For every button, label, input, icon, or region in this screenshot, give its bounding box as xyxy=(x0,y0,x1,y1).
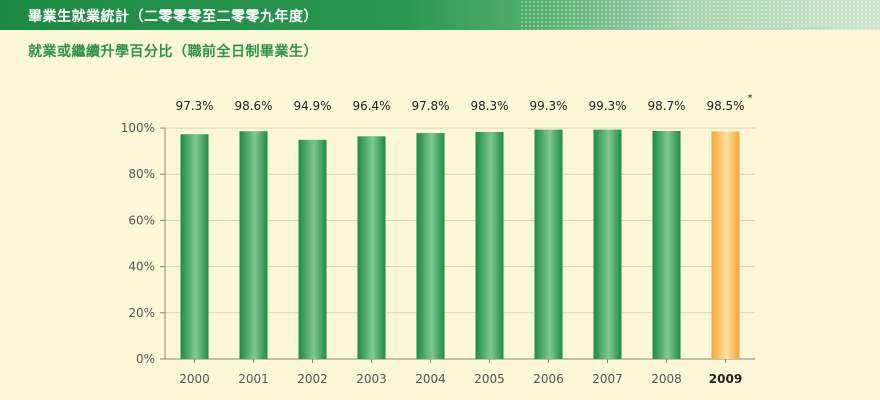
labels: 0% 20% 40% 60% 80% 100% 2000 97.3% 2001 98.6% 2002… xyxy=(121,93,753,386)
bar-2006 xyxy=(534,129,563,359)
x-tick-label: 2003 xyxy=(356,372,387,386)
x-tick-label: 2006 xyxy=(533,372,564,386)
x-tick-label: 2001 xyxy=(238,372,269,386)
data-label: 99.3% xyxy=(529,99,567,113)
bar-2001 xyxy=(239,131,268,359)
data-label: 97.3% xyxy=(175,99,213,113)
bar-2008 xyxy=(652,131,681,359)
y-tick-label: 40% xyxy=(128,260,155,274)
chart-subtitle: 就業或繼續升學百分比（職前全日制畢業生） xyxy=(28,44,318,60)
bar-2009 xyxy=(711,131,740,359)
data-label: 94.9% xyxy=(293,99,331,113)
header-bar: 畢業生就業統計（二零零零至二零零九年度） xyxy=(0,0,880,30)
bars xyxy=(180,129,740,359)
bar-2000 xyxy=(180,134,209,359)
x-tick-label: 2007 xyxy=(592,372,623,386)
y-tick-label: 80% xyxy=(128,167,155,181)
bar-2005 xyxy=(475,131,504,359)
x-tick-label: 2002 xyxy=(297,372,328,386)
y-tick-label: 20% xyxy=(128,306,155,320)
asterisk-marker: * xyxy=(748,93,753,104)
x-tick-label: 2005 xyxy=(474,372,505,386)
data-label: 98.5% xyxy=(706,99,744,113)
data-label: 98.6% xyxy=(234,99,272,113)
data-label: 99.3% xyxy=(588,99,626,113)
page-title: 畢業生就業統計（二零零零至二零零九年度） xyxy=(28,9,318,25)
x-tick-label: 2000 xyxy=(179,372,210,386)
data-label: 97.8% xyxy=(411,99,449,113)
data-label: 98.7% xyxy=(647,99,685,113)
data-label: 98.3% xyxy=(470,99,508,113)
y-tick-label: 100% xyxy=(121,121,155,135)
x-tick-label: 2004 xyxy=(415,372,446,386)
bar-2007 xyxy=(593,129,622,359)
x-tick-label: 2008 xyxy=(651,372,682,386)
y-tick-label: 0% xyxy=(136,352,155,366)
bar-2002 xyxy=(298,139,327,359)
x-tick-label: 2009 xyxy=(709,372,742,386)
data-label: 96.4% xyxy=(352,99,390,113)
bar-2003 xyxy=(357,136,386,359)
y-tick-label: 60% xyxy=(128,213,155,227)
bar-2004 xyxy=(416,133,445,359)
